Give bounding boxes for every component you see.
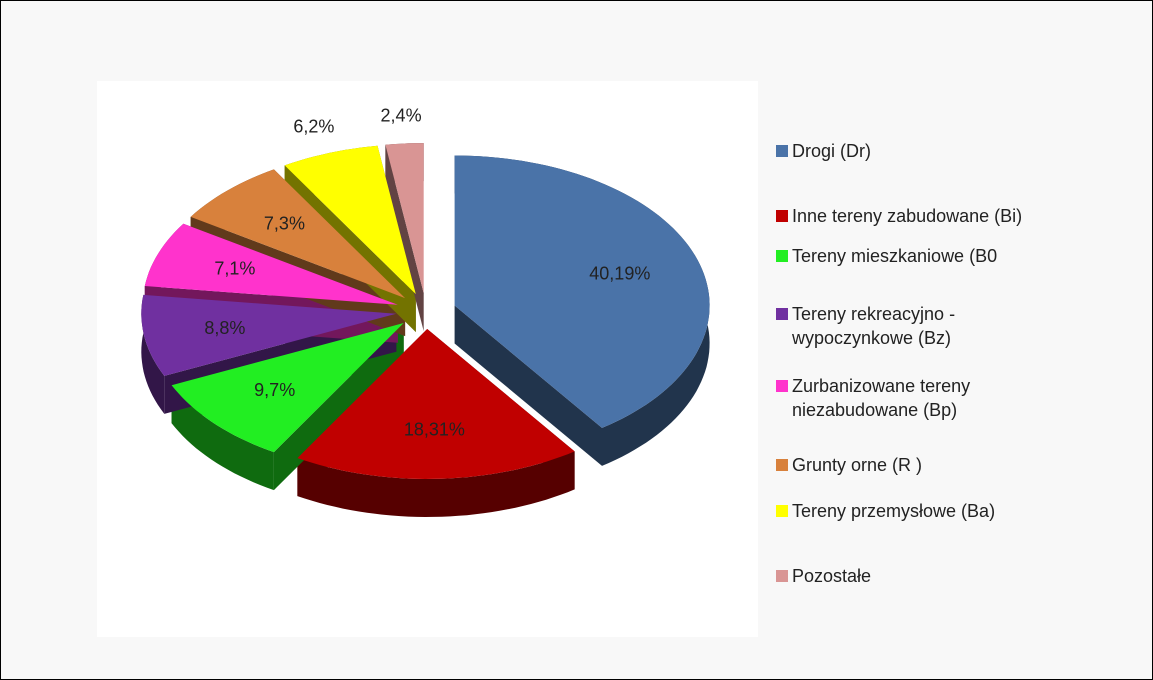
slice-side xyxy=(454,305,602,466)
slice xyxy=(190,169,406,299)
slice-side xyxy=(385,144,424,332)
slice xyxy=(297,329,575,479)
legend-entry: Pozostałe xyxy=(776,564,1141,588)
legend-label: Drogi (Dr) xyxy=(792,141,871,161)
legend-entry: Tereny mieszkaniowe (B0 xyxy=(776,244,1141,268)
legend-swatch xyxy=(776,145,788,157)
slice xyxy=(284,145,416,295)
legend-swatch xyxy=(776,380,788,392)
legend-entry: Tereny przemysłowe (Ba) xyxy=(776,499,1141,523)
slice xyxy=(385,143,424,294)
legend-swatch xyxy=(776,210,788,222)
data-label: 7,3% xyxy=(264,214,305,234)
data-label: 18,31% xyxy=(404,420,465,440)
legend-swatch xyxy=(776,570,788,582)
legend-swatch xyxy=(776,308,788,320)
legend-entry: Inne tereny zabudowane (Bi) xyxy=(776,204,1141,228)
data-label: 7,1% xyxy=(214,259,255,279)
slice-side xyxy=(141,294,165,414)
slice xyxy=(454,155,710,428)
legend-label: Tereny rekreacyjno - wypoczynkowe (Bz) xyxy=(792,304,956,348)
data-label: 2,4% xyxy=(381,105,422,125)
data-label: 6,2% xyxy=(293,116,334,136)
legend-swatch xyxy=(776,459,788,471)
legend-label: Tereny przemysłowe (Ba) xyxy=(792,501,996,521)
legend-label: Zurbanizowane tereny niezabudowane (Bp) xyxy=(792,376,971,420)
slice xyxy=(144,223,398,305)
data-label: 9,7% xyxy=(254,380,295,400)
slice xyxy=(141,294,397,376)
legend-entry: Grunty orne (R ) xyxy=(776,453,1141,477)
slice-side xyxy=(171,385,274,491)
legend-swatch xyxy=(776,505,788,517)
slice xyxy=(171,323,404,453)
legend-entry: Drogi (Dr) xyxy=(776,139,1141,163)
legend-label: Inne tereny zabudowane (Bi) xyxy=(792,206,1023,226)
legend-label: Grunty orne (R ) xyxy=(792,455,923,475)
legend-entry: Zurbanizowane tereny niezabudowane (Bp) xyxy=(776,374,1141,422)
legend-label: Tereny mieszkaniowe (B0 xyxy=(792,246,998,266)
legend-label: Pozostałe xyxy=(792,566,872,586)
slice-side xyxy=(297,451,575,517)
legend-swatch xyxy=(776,250,788,262)
data-label: 40,19% xyxy=(589,263,650,283)
data-label: 8,8% xyxy=(204,318,245,338)
legend-entry: Tereny rekreacyjno - wypoczynkowe (Bz) xyxy=(776,302,1141,350)
